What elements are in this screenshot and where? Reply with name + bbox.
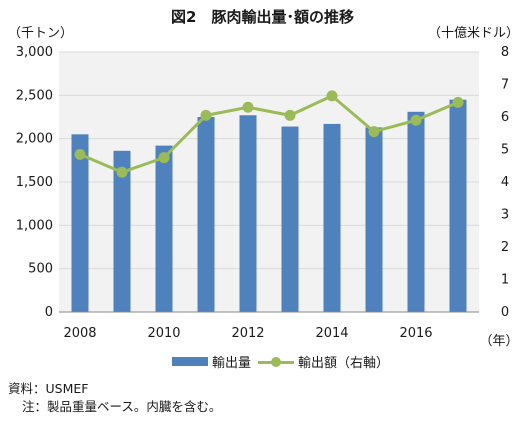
bar-export-volume <box>113 150 131 312</box>
x-tick-label: 2014 <box>315 326 348 341</box>
source-note: 資料：USMEF <box>8 381 89 396</box>
bar-export-volume <box>449 99 467 313</box>
legend-bar-swatch <box>172 357 208 366</box>
bar-export-volume <box>197 117 215 312</box>
x-tick-label: 2008 <box>63 326 96 341</box>
point-export-value <box>200 109 212 121</box>
left-axis-unit: （千トン） <box>8 26 74 41</box>
y-left-tick-label: 500 <box>28 262 53 277</box>
y-left-tick-label: 3,000 <box>16 45 53 60</box>
y-left-tick-label: 1,500 <box>16 175 53 190</box>
x-tick-label: 2010 <box>147 326 180 341</box>
y-right-tick-label: 4 <box>501 175 509 190</box>
bar-export-volume <box>239 115 257 313</box>
point-export-value <box>452 96 464 108</box>
legend-label-value: 輸出額（右軸） <box>298 356 390 371</box>
bar-export-volume <box>365 127 383 313</box>
remark-note: 注：製品重量ベース。内臓を含む。 <box>22 399 222 414</box>
y-right-tick-label: 1 <box>501 273 509 288</box>
bar-export-volume <box>155 145 173 312</box>
x-tick-label: 2016 <box>399 326 432 341</box>
y-left-tick-label: 0 <box>45 305 53 320</box>
point-export-value <box>242 101 254 113</box>
point-export-value <box>326 90 338 102</box>
bar-export-volume <box>323 123 341 312</box>
right-axis-unit: （十億米ドル） <box>427 26 519 41</box>
point-export-value <box>116 166 128 178</box>
line-export-value <box>79 94 459 174</box>
point-export-value <box>74 148 86 160</box>
y-left-tick-label: 2,500 <box>16 88 53 103</box>
bar-export-volume <box>407 111 425 312</box>
point-export-value <box>368 126 380 138</box>
y-right-tick-label: 2 <box>501 240 509 255</box>
footnotes: 資料：USMEF 注：製品重量ベース。内臓を含む。 <box>8 380 221 416</box>
legend-line-swatch <box>258 355 294 369</box>
chart-title: 図2 豚肉輸出量･額の推移 <box>171 8 354 26</box>
y-right-tick-label: 0 <box>501 305 509 320</box>
bar-export-volume <box>281 126 299 313</box>
x-axis-unit: （年） <box>479 334 518 349</box>
y-right-tick-label: 7 <box>501 78 509 93</box>
point-export-value <box>284 109 296 121</box>
y-right-tick-label: 6 <box>501 110 509 125</box>
y-right-tick-label: 3 <box>501 208 509 223</box>
y-left-tick-label: 1,000 <box>16 218 53 233</box>
bar-export-volume <box>71 134 89 312</box>
x-tick-label: 2012 <box>231 326 264 341</box>
point-export-value <box>158 152 170 164</box>
legend-label-volume: 輸出量 <box>212 356 252 371</box>
legend-item-bar: 輸出量 <box>172 352 251 371</box>
point-export-value <box>410 114 422 126</box>
y-right-tick-label: 5 <box>501 143 509 158</box>
y-right-tick-label: 8 <box>501 45 509 60</box>
legend-item-line: 輸出額（右軸） <box>258 352 389 371</box>
y-left-tick-label: 2,000 <box>16 132 53 147</box>
